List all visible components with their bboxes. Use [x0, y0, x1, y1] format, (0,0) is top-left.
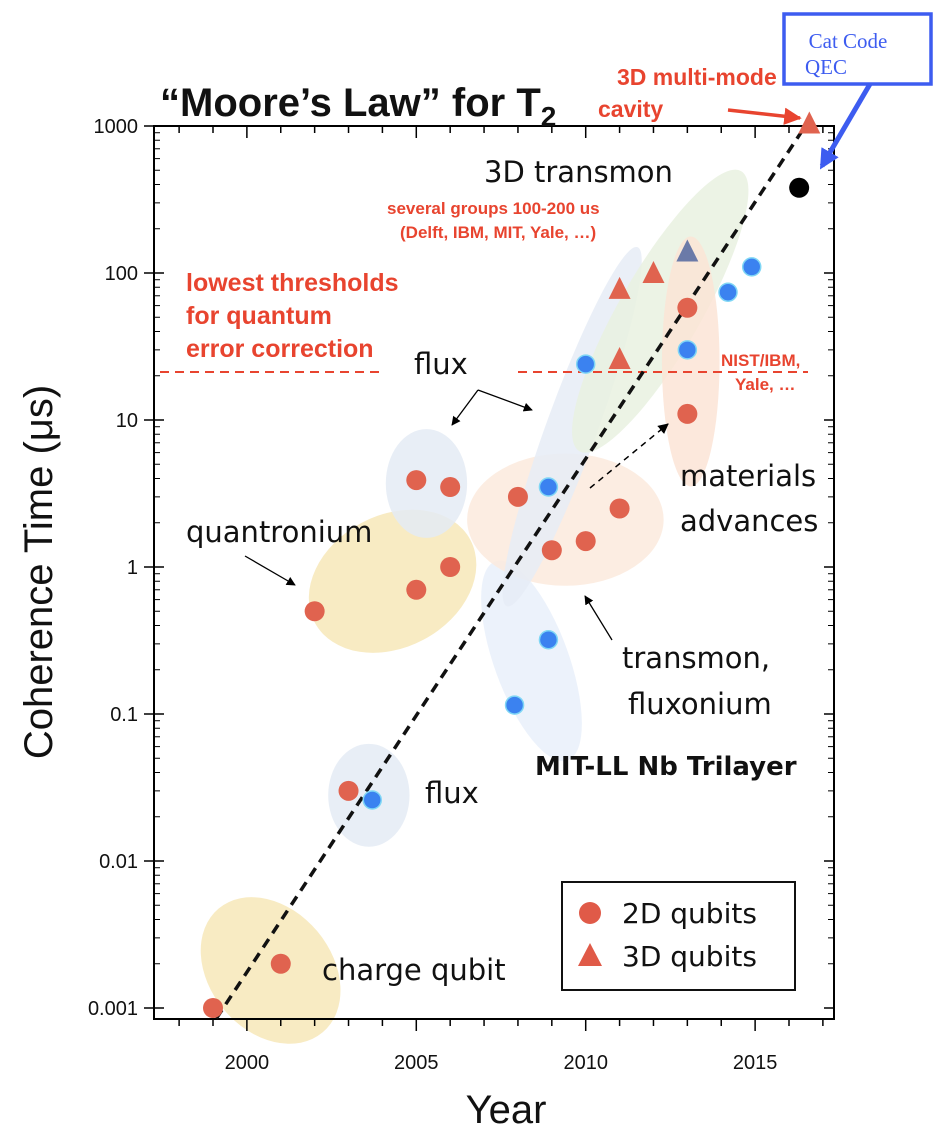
groups-label: several groups 100-200 us [387, 199, 600, 218]
cat-code-label: Cat Code [809, 29, 888, 53]
cat-code-arrow [819, 82, 873, 170]
data-point [677, 297, 698, 318]
thresholds-line1: lowest thresholds [186, 269, 399, 297]
mitll-label: MIT-LL Nb Trilayer [535, 752, 797, 782]
highlight-region [385, 429, 468, 538]
materials-label: materials [680, 459, 816, 493]
data-point [406, 470, 427, 491]
x-axis-ticks: 2000 2005 2010 2015 [178, 126, 824, 1074]
data-point [440, 557, 461, 577]
legend-circle-marker [579, 902, 601, 924]
legend-triangle-marker [578, 943, 602, 966]
y-tick-label: 0.1 [110, 704, 138, 726]
data-point [362, 790, 382, 810]
data-point-triangle [676, 239, 699, 262]
data-point [406, 579, 427, 600]
transmon-3d-label: 3D transmon [484, 155, 673, 189]
data-point [270, 953, 291, 974]
cat-code-sublabel: QEC [805, 55, 847, 79]
x-tick-label: 2000 [225, 1052, 270, 1074]
legend-label-3d: 3D qubits [622, 940, 757, 973]
nist-sublabel: Yale, … [735, 375, 795, 394]
title-subscript: 2 [541, 101, 557, 132]
highlight-region [572, 169, 749, 453]
data-point [677, 340, 698, 360]
chart-title: “Moore’s Law” for T2 [160, 81, 556, 132]
flux-arrow-left [451, 389, 479, 426]
y-axis-ticks: 0.001 0.01 0.1 1 10 100 1000 [88, 116, 834, 1020]
x-tick-label: 2005 [394, 1052, 439, 1074]
legend-box [561, 881, 796, 991]
data-points [203, 111, 821, 1018]
data-point [741, 257, 762, 277]
highlight-region [481, 560, 582, 762]
transmon-arrow [584, 595, 613, 641]
highlight-region [200, 897, 341, 1044]
data-point [304, 601, 325, 622]
legend-label-2d: 2D qubits [622, 897, 757, 930]
groups-sublabel: (Delft, IBM, MIT, Yale, …) [400, 223, 596, 242]
multimode-arrow [727, 107, 802, 125]
y-tick-label: 10 [116, 410, 138, 432]
y-tick-label: 1000 [94, 116, 139, 138]
y-tick-label: 0.001 [88, 998, 138, 1020]
flux-arrow-right [477, 389, 533, 412]
data-point [575, 531, 596, 552]
trend-line [214, 118, 811, 1020]
y-axis-label: Coherence Time (μs) [17, 385, 61, 759]
multimode-label: 3D multi-mode [617, 64, 777, 90]
x-tick-label: 2010 [563, 1052, 608, 1074]
y-tick-label: 0.01 [99, 851, 138, 873]
legend: 2D qubits 3D qubits [561, 881, 796, 991]
data-point [338, 780, 359, 801]
data-point-triangle [608, 346, 631, 369]
charge-qubit-label: charge qubit [322, 953, 506, 987]
materials-arrow [589, 423, 669, 489]
data-point [609, 498, 630, 519]
transmon-flux-label: transmon, [622, 641, 770, 675]
multimode-sublabel: cavity [598, 96, 663, 122]
data-point [538, 629, 559, 650]
data-point [575, 354, 596, 374]
flux-top-label: flux [414, 347, 468, 381]
materials-sublabel: advances [680, 504, 818, 538]
data-point [718, 282, 738, 302]
x-axis-label: Year [466, 1088, 547, 1132]
nist-label: NIST/IBM, [721, 351, 800, 370]
data-point-triangle [642, 261, 665, 283]
plot-frame [153, 125, 835, 1020]
data-point [789, 177, 810, 198]
cat-code-box [782, 12, 933, 86]
thresholds-line3: error correction [186, 335, 374, 363]
data-point-triangle [798, 111, 821, 134]
transmon-flux-sublabel: fluxonium [628, 687, 772, 721]
highlight-region [308, 509, 477, 653]
data-point [504, 695, 525, 715]
thresholds-line2: for quantum [186, 302, 332, 330]
y-tick-label: 100 [105, 263, 138, 285]
highlight-regions [200, 169, 749, 1044]
data-point-triangle [608, 276, 631, 299]
y-tick-label: 1 [127, 557, 138, 579]
quantronium-arrow [244, 555, 296, 586]
data-point [677, 403, 698, 424]
data-point [541, 540, 562, 561]
highlight-region [661, 236, 720, 487]
data-point [203, 998, 223, 1018]
data-point [538, 477, 559, 497]
x-tick-label: 2015 [733, 1052, 778, 1074]
data-point [507, 486, 528, 507]
flux-bottom-label: flux [425, 776, 479, 810]
quantronium-label: quantronium [186, 515, 372, 549]
data-point [440, 477, 461, 498]
